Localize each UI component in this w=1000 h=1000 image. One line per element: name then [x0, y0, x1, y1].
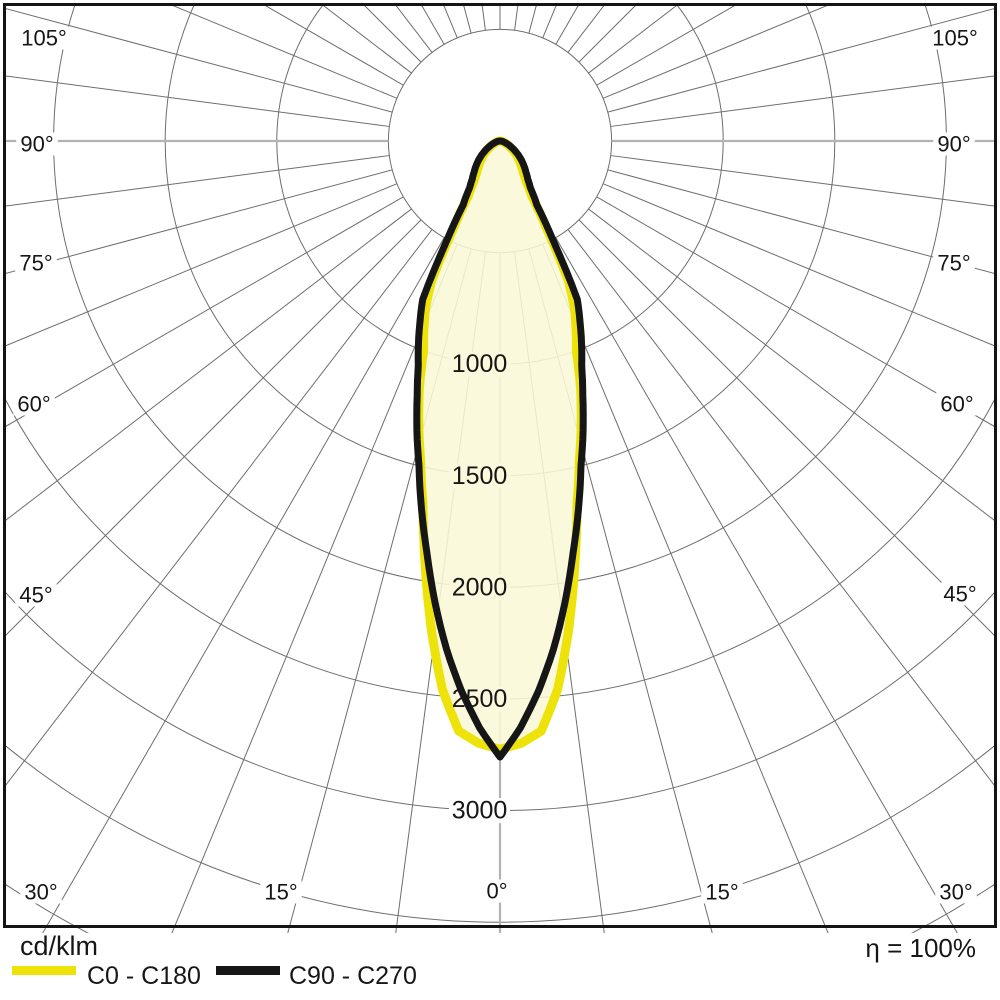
grid-radial — [4, 7, 393, 113]
grid-radial — [602, 4, 833, 99]
grid-radial — [4, 196, 404, 428]
angle-label-box — [16, 132, 58, 156]
angle-label: 60° — [17, 392, 50, 417]
grid-radial — [542, 243, 829, 933]
grid-radial — [4, 75, 390, 127]
label-boxes — [13, 26, 982, 904]
angle-label: 30° — [24, 880, 57, 905]
grid-radial — [167, 4, 398, 99]
grid-radial — [4, 183, 398, 347]
grid-radial — [596, 196, 996, 428]
angle-label-box — [260, 880, 302, 904]
ring-label-box — [449, 574, 510, 600]
angle-label: 75° — [19, 251, 52, 276]
grid-radial — [567, 229, 996, 789]
grid-radial — [4, 155, 390, 207]
angle-label: 30° — [939, 880, 972, 905]
beam-fill-c0-c180 — [418, 141, 582, 750]
angle-label: 105° — [932, 26, 978, 51]
angle-label: 90° — [937, 132, 970, 157]
grid-radial — [555, 237, 958, 933]
polar-chart: 1000 1500 2000 2500 3000 105° 90° 75° 60° 45° 30° 1… — [3, 3, 997, 933]
grid-radial — [4, 219, 422, 638]
grid-radial — [42, 237, 445, 933]
grid-radial — [607, 7, 996, 113]
angle-label: 105° — [21, 26, 67, 51]
legend-swatch-c0-c180 — [12, 966, 76, 975]
angle-label-box — [15, 251, 57, 275]
legend-label-c0-c180: C0 - C180 — [87, 962, 201, 990]
grid-radial — [610, 75, 996, 127]
ring-label: 1000 — [452, 350, 508, 378]
unit-label: cd/klm — [20, 931, 99, 961]
grid-radial — [4, 229, 433, 789]
angle-label-box — [936, 392, 978, 416]
angle-label-box — [928, 26, 982, 50]
efficiency-label: η = 100% — [865, 933, 976, 963]
angle-label: 90° — [20, 132, 53, 157]
angle-label-box — [15, 583, 57, 607]
angle-label: 15° — [705, 880, 738, 905]
angle-label: 60° — [940, 392, 973, 417]
ring-label: 1500 — [452, 462, 508, 490]
grid-radial — [588, 208, 996, 523]
angle-label-box — [701, 880, 743, 904]
angle-label-box — [939, 582, 981, 606]
legend-label-c90-c270: C90 - C270 — [289, 962, 417, 990]
angle-label-box — [17, 26, 71, 50]
angle-label: 15° — [264, 880, 297, 905]
angle-label-box — [935, 880, 977, 904]
angle-label-box — [13, 392, 55, 416]
grid-radial — [607, 169, 996, 275]
grid-radial — [4, 169, 393, 275]
ring-label: 2500 — [452, 685, 508, 713]
ring-label-box — [449, 351, 510, 377]
angle-label-box — [933, 132, 975, 156]
ring-label-box — [449, 463, 510, 489]
ring-label-box — [449, 798, 510, 824]
ring-label: 2000 — [452, 573, 508, 601]
curve-c90-c270 — [413, 137, 587, 761]
angle-label-box — [20, 880, 62, 904]
angle-label: 45° — [19, 583, 52, 608]
grid-radial — [578, 219, 996, 638]
grid-radial — [610, 155, 996, 207]
chart-labels: 1000 1500 2000 2500 3000 105° 90° 75° 60° 45° 30° 1… — [17, 26, 977, 905]
legend-swatch-c90-c270 — [216, 966, 280, 975]
grid-radial — [602, 183, 996, 347]
grid-radial — [4, 208, 412, 523]
ring-label: 3000 — [452, 797, 508, 825]
chart-frame — [3, 3, 997, 928]
angle-label: 45° — [943, 582, 976, 607]
legend: C0 - C180 C90 - C270 — [0, 960, 1000, 994]
angle-label-box — [933, 251, 975, 275]
grid-radial — [171, 243, 458, 933]
angle-label-box — [482, 879, 512, 903]
angle-label: 75° — [937, 251, 970, 276]
angle-label: 0° — [486, 879, 507, 904]
